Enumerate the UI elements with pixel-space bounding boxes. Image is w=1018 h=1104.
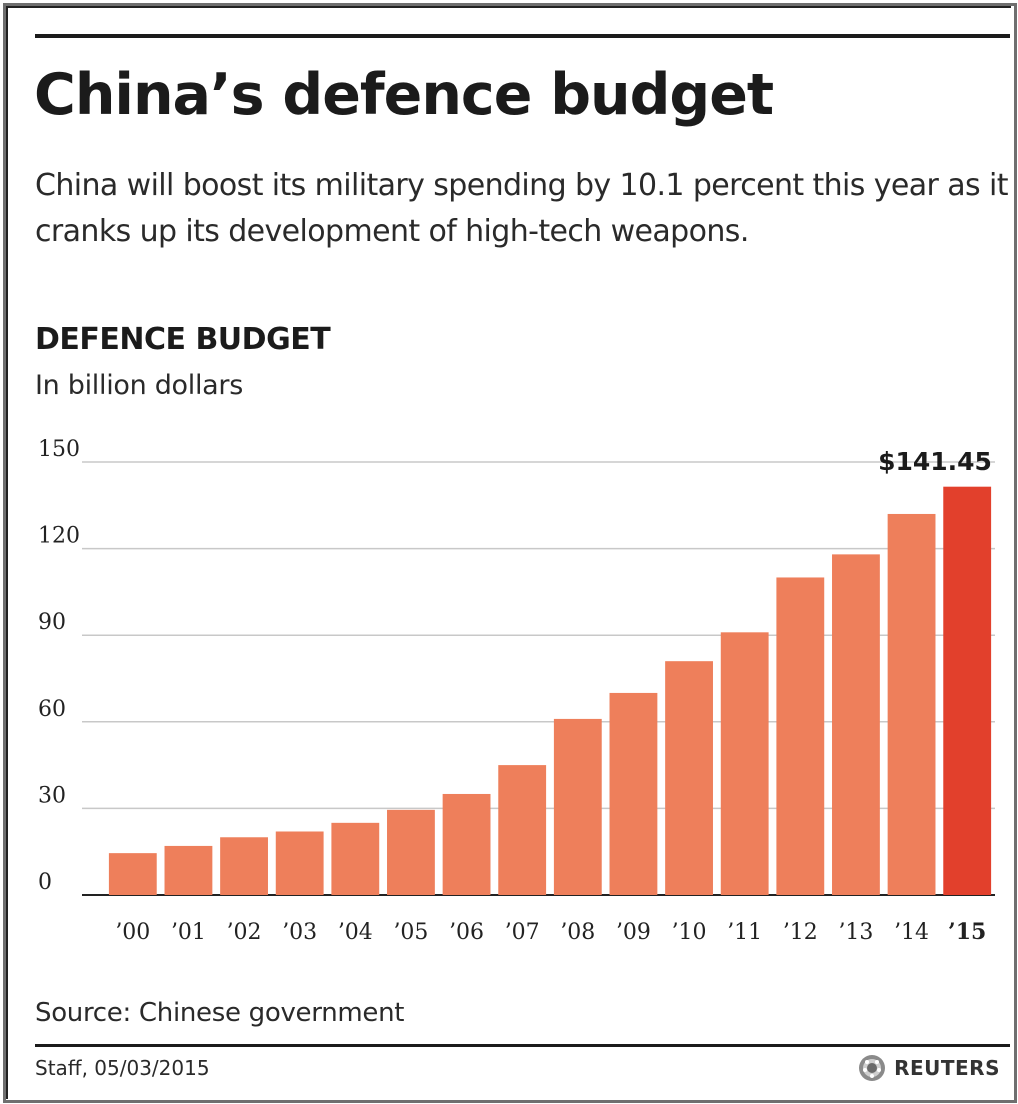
x-axis-ticks: ’00 ’01 ’02 ’03 ’04 ’05 ’06 ’07 ’08 ’09 ’10 ’11 ’12 ’… (115, 919, 986, 945)
credit-line: Staff, 05/03/2015 (35, 1056, 210, 1080)
data-labels: $141.45 (878, 447, 992, 476)
highlight-value-label: $141.45 (878, 447, 992, 476)
y-tick-label: 0 (38, 870, 52, 895)
bar-8 (553, 718, 602, 895)
x-tick-label: ’05 (393, 920, 428, 945)
x-tick-label: ’07 (505, 920, 540, 945)
x-tick-label: ’01 (171, 920, 206, 945)
inner-frame (6, 6, 1011, 1099)
x-tick-label: ’04 (338, 920, 373, 945)
bar-13 (832, 554, 880, 895)
brand-name: REUTERS (894, 1056, 1000, 1080)
x-tick-label: ’12 (783, 920, 818, 945)
source-note: Source: Chinese government (35, 998, 405, 1028)
outer-frame (3, 3, 1017, 1103)
x-tick-label: ’06 (449, 920, 484, 945)
bar-14 (887, 513, 936, 895)
bar-0 (108, 853, 157, 895)
x-tick-label: ’14 (894, 920, 929, 945)
y-tick-label: 90 (38, 610, 66, 635)
chart-units: In billion dollars (35, 370, 243, 401)
bar-1 (164, 845, 213, 895)
reuters-logo-icon (859, 1055, 886, 1081)
bar-11 (720, 632, 769, 895)
x-tick-label: ’13 (838, 920, 873, 945)
brand: REUTERS (858, 1054, 1000, 1082)
y-tick-label: 150 (38, 437, 80, 462)
x-tick-label: ’00 (115, 920, 150, 945)
bar-10 (665, 661, 713, 895)
bar-7 (498, 765, 547, 895)
bar-12 (776, 577, 825, 895)
y-tick-label: 30 (38, 783, 66, 808)
bar-6 (442, 793, 491, 895)
x-tick-label: ’08 (560, 920, 595, 945)
bar-5 (387, 809, 435, 895)
x-tick-label: ’09 (616, 920, 651, 945)
y-tick-label: 120 (38, 524, 80, 549)
y-tick-label: 60 (38, 697, 66, 722)
y-axis-ticks: 0 30 60 90 120 150 (38, 437, 80, 895)
x-tick-label: ’10 (672, 920, 707, 945)
bars (108, 486, 992, 895)
page-title: China’s defence budget (34, 62, 774, 128)
page-subtitle: China will boost its military spending b… (35, 168, 1008, 249)
x-tick-label: ’15 (948, 919, 986, 945)
bottom-rule (35, 1044, 1010, 1047)
bar-2 (220, 837, 268, 895)
top-rule (35, 34, 1010, 38)
bar-9 (609, 692, 658, 895)
x-tick-label: ’11 (727, 920, 762, 945)
bar-4 (331, 822, 380, 895)
bar-3 (275, 831, 324, 895)
x-tick-label: ’02 (227, 920, 262, 945)
chart-title: DEFENCE BUDGET (35, 322, 331, 357)
x-tick-label: ’03 (282, 920, 317, 945)
bar-15 (943, 486, 992, 895)
